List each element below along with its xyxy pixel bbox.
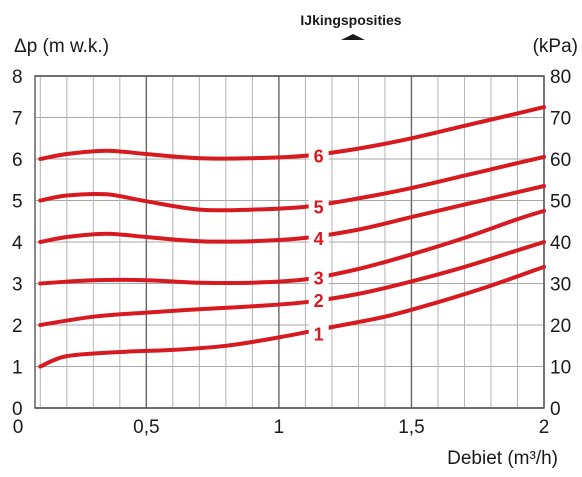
- y-tick-label-left: 0: [12, 399, 23, 420]
- x-tick-label: 1,5: [398, 417, 424, 438]
- curve-label-bg: [308, 289, 329, 312]
- y-tick-label-left: 4: [12, 233, 23, 254]
- x-tick-label: 0,5: [133, 417, 159, 438]
- y-tick-label-left: 3: [12, 275, 23, 296]
- curve-2: [38, 240, 546, 327]
- curve-label-2: 2: [314, 291, 324, 311]
- x-tick-label: 1: [274, 417, 285, 438]
- y-tick-label-left: 6: [12, 150, 23, 171]
- y-tick-label-right: 0: [550, 399, 561, 420]
- curve-1: [38, 264, 546, 369]
- y-tick-label-right: 80: [550, 67, 571, 88]
- y-tick-label-left: 2: [12, 316, 23, 337]
- y-axis-left-label: Δp (m w.k.): [14, 36, 109, 57]
- curve-label-bg: [308, 195, 329, 218]
- x-tick-label: 2: [539, 417, 550, 438]
- y-tick-label-left: 5: [12, 192, 23, 213]
- curve-label-3: 3: [314, 268, 324, 288]
- curve-label-6: 6: [314, 147, 324, 167]
- curve-label-bg: [308, 322, 329, 345]
- y-tick-label-left: 1: [12, 358, 23, 379]
- curve-label-bg: [308, 266, 329, 289]
- y-tick-label-right: 30: [550, 275, 571, 296]
- y-tick-label-right: 10: [550, 358, 571, 379]
- x-axis-label: Debiet (m³/h): [447, 448, 558, 469]
- curve-label-4: 4: [314, 229, 324, 249]
- y-tick-label-right: 50: [550, 192, 571, 213]
- up-arrow-icon: [341, 34, 365, 40]
- curve-label-5: 5: [314, 198, 324, 218]
- x-tick-label: 0: [13, 417, 24, 438]
- y-tick-label-right: 20: [550, 316, 571, 337]
- curve-3: [38, 208, 546, 286]
- curve-labels: 1 2 3 4 5 6: [308, 144, 329, 345]
- curve-label-1: 1: [314, 324, 324, 344]
- y-axis-right-label: (kPa): [533, 36, 578, 57]
- y-tick-label-left: 8: [12, 67, 23, 88]
- curve-label-bg: [308, 226, 329, 249]
- curve-5: [38, 154, 546, 213]
- chart-title: IJkingsposities: [300, 12, 401, 28]
- y-tick-label-left: 7: [12, 109, 23, 130]
- curves: [38, 105, 546, 369]
- y-tick-label-right: 70: [550, 109, 571, 130]
- y-tick-label-right: 60: [550, 150, 571, 171]
- curve-4: [38, 184, 546, 244]
- curve-6: [38, 105, 546, 161]
- y-tick-label-right: 40: [550, 233, 571, 254]
- curve-label-bg: [308, 144, 329, 167]
